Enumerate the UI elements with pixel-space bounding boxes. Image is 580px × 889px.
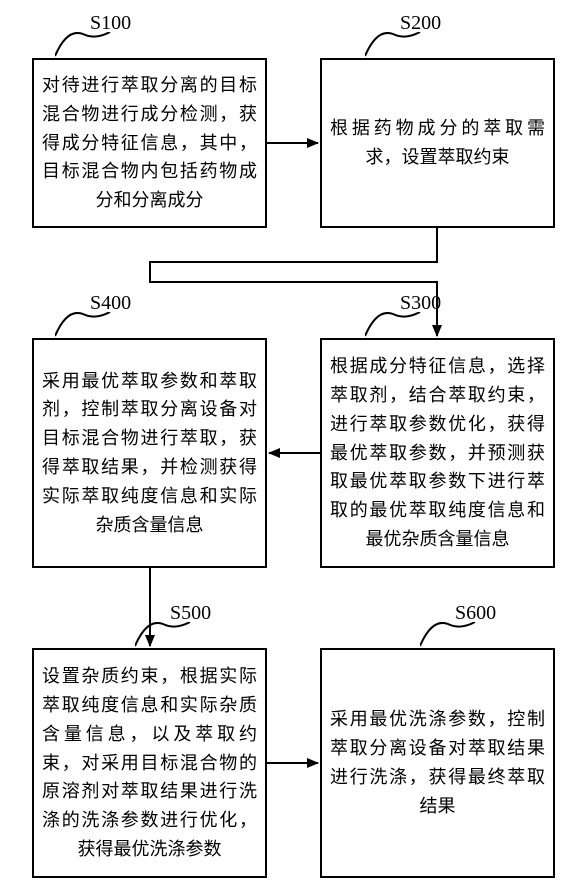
flow-step-s500: 设置杂质约束，根据实际萃取纯度信息和实际杂质含量信息，以及萃取约束，对采用目标混… bbox=[32, 648, 267, 878]
flow-step-s100: 对待进行萃取分离的目标混合物进行成分检测，获得成分特征信息，其中，目标混合物内包… bbox=[32, 58, 267, 228]
flow-step-s600: 采用最优洗涤参数，控制萃取分离设备对萃取结果进行洗涤，获得最终萃取结果 bbox=[320, 648, 555, 878]
flow-step-text: 设置杂质约束，根据实际萃取纯度信息和实际杂质含量信息，以及萃取约束，对采用目标混… bbox=[42, 662, 257, 864]
label-connector-curve bbox=[55, 312, 115, 342]
flow-step-text: 根据成分特征信息，选择萃取剂，结合萃取约束，进行萃取参数优化，获得最优萃取参数，… bbox=[330, 352, 545, 554]
flow-step-s400: 采用最优萃取参数和萃取剂，控制萃取分离设备对目标混合物进行萃取，获得萃取结果，并… bbox=[32, 338, 267, 568]
flow-step-s300: 根据成分特征信息，选择萃取剂，结合萃取约束，进行萃取参数优化，获得最优萃取参数，… bbox=[320, 338, 555, 568]
flow-step-s200: 根据药物成分的萃取需求，设置萃取约束 bbox=[320, 58, 555, 228]
label-connector-curve bbox=[135, 622, 195, 652]
flow-step-text: 采用最优萃取参数和萃取剂，控制萃取分离设备对目标混合物进行萃取，获得萃取结果，并… bbox=[42, 367, 257, 540]
flow-step-text: 对待进行萃取分离的目标混合物进行成分检测，获得成分特征信息，其中，目标混合物内包… bbox=[42, 71, 257, 215]
flow-step-text: 采用最优洗涤参数，控制萃取分离设备对萃取结果进行洗涤，获得最终萃取结果 bbox=[330, 705, 545, 820]
label-connector-curve bbox=[55, 32, 115, 62]
flow-step-text: 根据药物成分的萃取需求，设置萃取约束 bbox=[330, 114, 545, 172]
label-connector-curve bbox=[365, 312, 425, 342]
label-connector-curve bbox=[420, 622, 480, 652]
label-connector-curve bbox=[365, 32, 425, 62]
